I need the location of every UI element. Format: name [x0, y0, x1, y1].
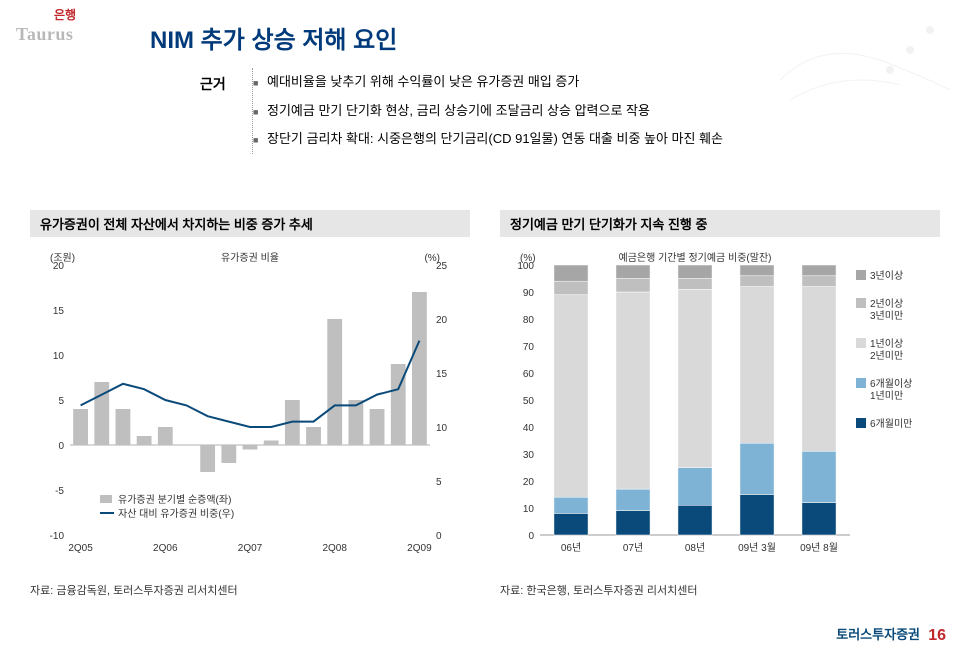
svg-text:09년 8월: 09년 8월: [800, 542, 838, 554]
bullet-item: 예대비율을 낮추기 위해 수익률이 낮은 유가증권 매입 증가: [267, 68, 892, 97]
svg-text:2Q09: 2Q09: [407, 543, 432, 554]
chart-right: 정기예금 만기 단기화가 지속 진행 중 0 10 20 30 40 50 60 70 80 90…: [500, 210, 940, 598]
svg-text:-10: -10: [50, 531, 65, 542]
svg-text:2Q07: 2Q07: [238, 543, 263, 554]
svg-text:6개월이상: 6개월이상: [870, 378, 912, 390]
svg-text:0: 0: [436, 531, 442, 542]
chart-right-svg: 010203040506070809010006년07년08년09년 3월09년…: [500, 245, 940, 575]
svg-text:20: 20: [436, 315, 448, 326]
bullet-item: 장단기 금리차 확대: 시중은행의 단기금리(CD 91일물) 연동 대출 비중…: [267, 125, 892, 154]
category-label: 은행: [54, 6, 76, 23]
chart-left: 유가증권이 전체 자산에서 차지하는 비중 증가 추세 -10 -5 0 5 10 15 2…: [30, 210, 470, 598]
svg-text:(조원): (조원): [50, 252, 75, 264]
svg-text:2Q06: 2Q06: [153, 543, 178, 554]
svg-text:예금은행 기간별 정기예금 비중(말잔): 예금은행 기간별 정기예금 비중(말잔): [619, 252, 772, 264]
svg-text:0: 0: [528, 531, 534, 542]
svg-text:15: 15: [436, 369, 448, 380]
chart-left-source: 자료: 금융감독원, 토러스투자증권 리서치센터: [30, 582, 470, 598]
svg-text:2년이상: 2년이상: [870, 298, 903, 310]
svg-text:3년미만: 3년미만: [870, 310, 903, 322]
svg-text:06년: 06년: [561, 542, 581, 554]
svg-text:5: 5: [58, 396, 64, 407]
svg-text:유가증권 분기별 순증액(좌): 유가증권 분기별 순증액(좌): [118, 494, 231, 506]
svg-text:2Q08: 2Q08: [322, 543, 347, 554]
brand-logo: Taurus: [16, 24, 73, 45]
svg-text:30: 30: [523, 450, 535, 461]
svg-text:80: 80: [523, 315, 535, 326]
svg-text:(%): (%): [520, 253, 536, 264]
rationale-label: 근거: [200, 74, 226, 94]
svg-text:20: 20: [523, 477, 535, 488]
svg-text:0: 0: [58, 441, 64, 452]
chart-left-title: 유가증권이 전체 자산에서 차지하는 비중 증가 추세: [30, 210, 470, 237]
svg-text:15: 15: [53, 306, 65, 317]
svg-text:07년: 07년: [623, 542, 643, 554]
page-title: NIM 추가 상승 저해 요인: [150, 20, 397, 55]
svg-text:5: 5: [436, 477, 442, 488]
svg-text:10: 10: [436, 423, 448, 434]
chart-left-svg: -10-50510152005101520252Q052Q062Q072Q082…: [30, 245, 470, 575]
footer-page: 16: [928, 627, 946, 645]
svg-text:40: 40: [523, 423, 535, 434]
chart-right-source: 자료: 한국은행, 토러스투자증권 리서치센터: [500, 582, 940, 598]
svg-text:09년 3월: 09년 3월: [738, 542, 776, 554]
svg-text:10: 10: [523, 504, 535, 515]
svg-text:10: 10: [53, 351, 65, 362]
svg-text:(%): (%): [424, 253, 440, 264]
svg-text:2Q05: 2Q05: [68, 543, 93, 554]
svg-text:1년이상: 1년이상: [870, 338, 903, 350]
bullet-item: 정기예금 만기 단기화 현상, 금리 상승기에 조달금리 상승 압력으로 작용: [267, 97, 892, 126]
svg-text:50: 50: [523, 396, 535, 407]
bullet-list: 예대비율을 낮추기 위해 수익률이 낮은 유가증권 매입 증가정기예금 만기 단…: [252, 68, 892, 154]
svg-text:6개월미만: 6개월미만: [870, 418, 912, 430]
svg-text:유가증권 비율: 유가증권 비율: [221, 252, 279, 264]
svg-text:70: 70: [523, 342, 535, 353]
svg-text:08년: 08년: [685, 542, 705, 554]
footer-brand: 토러스투자증권: [836, 624, 920, 643]
svg-text:-5: -5: [55, 486, 64, 497]
svg-text:1년미만: 1년미만: [870, 390, 903, 402]
svg-text:60: 60: [523, 369, 535, 380]
svg-text:2년미만: 2년미만: [870, 350, 903, 362]
chart-right-title: 정기예금 만기 단기화가 지속 진행 중: [500, 210, 940, 237]
svg-text:자산 대비 유가증권 비중(우): 자산 대비 유가증권 비중(우): [118, 508, 234, 520]
svg-text:3년이상: 3년이상: [870, 270, 903, 282]
svg-text:90: 90: [523, 288, 535, 299]
